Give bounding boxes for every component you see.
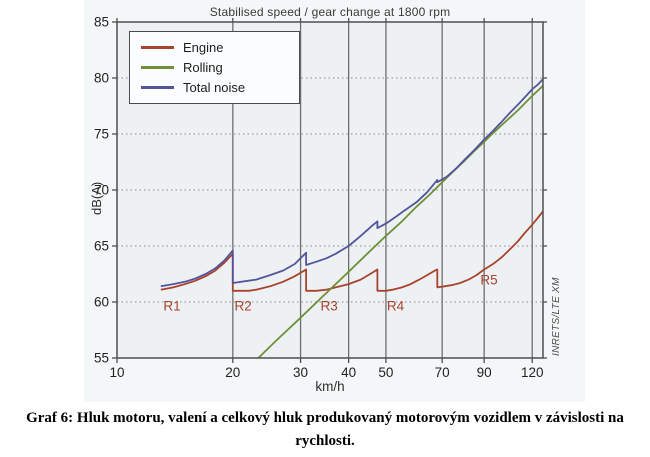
- x-tick-label: 10: [109, 365, 124, 380]
- x-tick-label: 70: [435, 365, 450, 380]
- y-tick-label: 55: [94, 351, 109, 366]
- gear-label-r3: R3: [321, 298, 338, 313]
- x-tick-label: 90: [477, 365, 492, 380]
- total-noise-curve: [160, 78, 544, 288]
- y-tick-label: 60: [94, 295, 109, 310]
- chart-title: Stabilised speed / gear change at 1800 r…: [209, 5, 451, 19]
- legend-entry-engine: Engine: [141, 41, 289, 54]
- rolling-curve: [257, 85, 544, 359]
- legend-entry-rolling: Rolling: [141, 61, 289, 74]
- figure-caption: Graf 6: Hluk motoru, valení a celkový hl…: [0, 407, 650, 452]
- legend-label-engine: Engine: [183, 40, 224, 55]
- rolling-line-swatch: [141, 66, 174, 69]
- x-tick-label: 40: [341, 365, 356, 380]
- engine-line-swatch: [141, 46, 174, 49]
- legend-label-total-noise: Total noise: [183, 80, 246, 95]
- gear-label-r5: R5: [480, 273, 497, 288]
- y-tick-label: 75: [94, 127, 109, 142]
- noise-chart-figure: Stabilised speed / gear change at 1800 r…: [84, 0, 585, 402]
- legend-entry-total-noise: Total noise: [141, 81, 289, 94]
- y-axis-label: dB(A): [89, 181, 104, 215]
- gear-label-r1: R1: [163, 298, 180, 313]
- gear-label-r2: R2: [234, 298, 251, 313]
- gear-label-r4: R4: [387, 298, 405, 313]
- x-tick-label: 120: [521, 365, 544, 380]
- y-tick-label: 65: [94, 239, 109, 254]
- legend-label-rolling: Rolling: [183, 60, 223, 75]
- legend: Engine Rolling Total noise: [129, 31, 300, 104]
- x-tick-label: 20: [225, 365, 240, 380]
- y-tick-label: 80: [94, 71, 109, 86]
- x-axis-label: km/h: [315, 379, 345, 394]
- figure-caption-line2: rychlosti.: [295, 432, 355, 449]
- total-noise-line-swatch: [141, 86, 174, 89]
- y-tick-label: 70: [94, 183, 109, 198]
- x-tick-label: 50: [378, 365, 393, 380]
- x-tick-label: 30: [293, 365, 308, 380]
- y-tick-label: 85: [94, 15, 109, 30]
- watermark-text: INRETS/LTE XM: [551, 277, 562, 356]
- figure-caption-line1: Graf 6: Hluk motoru, valení a celkový hl…: [26, 410, 624, 426]
